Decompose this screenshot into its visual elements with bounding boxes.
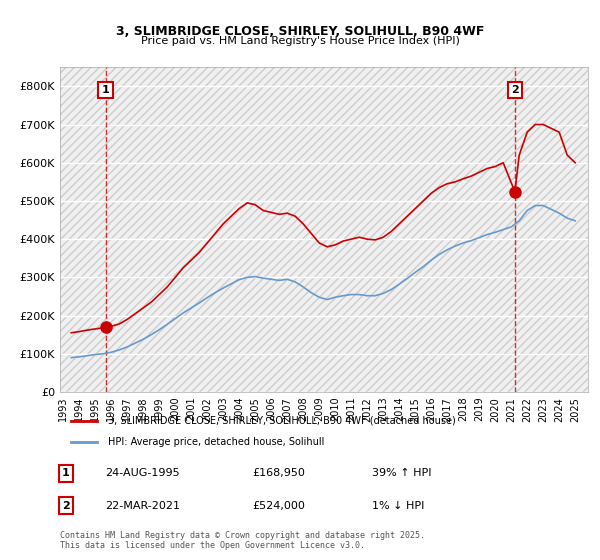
Text: HPI: Average price, detached house, Solihull: HPI: Average price, detached house, Soli… [107,437,324,447]
Text: Contains HM Land Registry data © Crown copyright and database right 2025.
This d: Contains HM Land Registry data © Crown c… [60,530,425,550]
Text: 24-AUG-1995: 24-AUG-1995 [105,468,179,478]
Text: 1: 1 [62,468,70,478]
Text: Price paid vs. HM Land Registry's House Price Index (HPI): Price paid vs. HM Land Registry's House … [140,36,460,46]
Text: 2: 2 [62,501,70,511]
Text: £168,950: £168,950 [252,468,305,478]
Text: 22-MAR-2021: 22-MAR-2021 [105,501,180,511]
Text: 1% ↓ HPI: 1% ↓ HPI [372,501,424,511]
Text: 39% ↑ HPI: 39% ↑ HPI [372,468,431,478]
Text: 2: 2 [511,85,519,95]
Text: 3, SLIMBRIDGE CLOSE, SHIRLEY, SOLIHULL, B90 4WF (detached house): 3, SLIMBRIDGE CLOSE, SHIRLEY, SOLIHULL, … [107,416,455,426]
Text: £524,000: £524,000 [252,501,305,511]
Text: 1: 1 [102,85,109,95]
Text: 3, SLIMBRIDGE CLOSE, SHIRLEY, SOLIHULL, B90 4WF: 3, SLIMBRIDGE CLOSE, SHIRLEY, SOLIHULL, … [116,25,484,38]
